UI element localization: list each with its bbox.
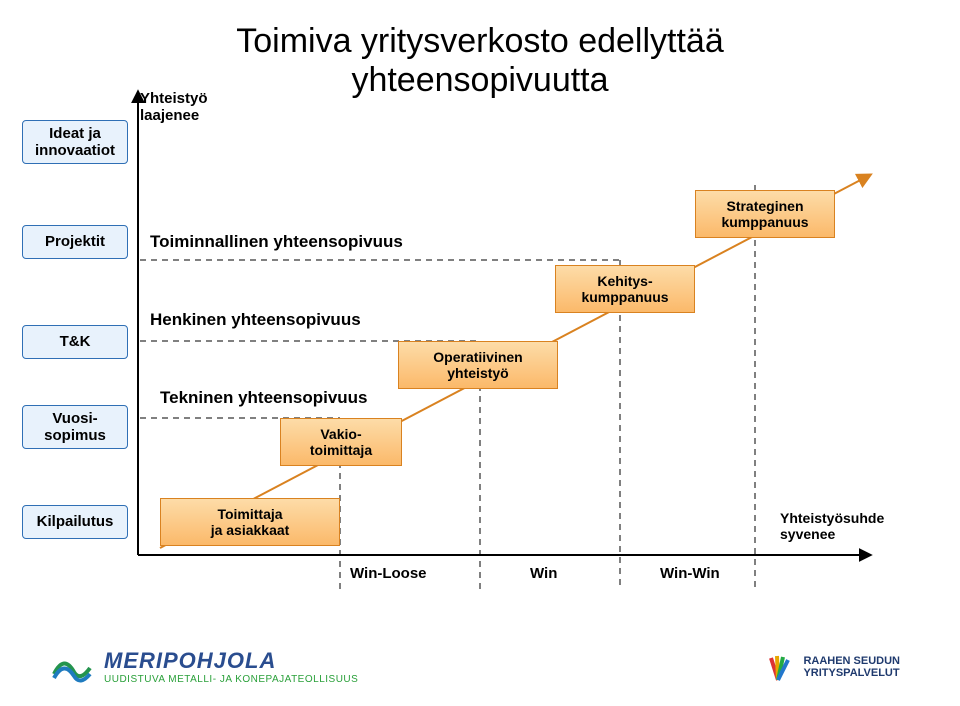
stair-strat: Strateginenkumppanuus xyxy=(695,190,835,238)
footer: MERIPOHJOLA UUDISTUVA METALLI- JA KONEPA… xyxy=(0,616,960,706)
stair-kehit: Kehitys-kumppanuus xyxy=(555,265,695,313)
y-axis-caption-1: Yhteistyö xyxy=(140,90,208,107)
logo-right-2: YRITYSPALVELUT xyxy=(803,667,900,679)
stair-vakio: Vakio-toimittaja xyxy=(280,418,402,466)
x-label-1: Win xyxy=(530,565,557,582)
logo-left-tag: UUDISTUVA METALLI- JA KONEPAJATEOLLISUUS xyxy=(104,674,358,685)
logo-right-1: RAAHEN SEUDUN xyxy=(803,655,900,667)
row-label-2: Tekninen yhteensopivuus xyxy=(160,388,368,408)
logo-left-brand: MERIPOHJOLA xyxy=(104,648,358,674)
title-line2: yhteensopivuutta xyxy=(130,61,830,100)
row-label-0: Toiminnallinen yhteensopivuus xyxy=(150,232,403,252)
x-axis-caption-1: Yhteistyösuhde xyxy=(780,510,884,526)
logo-meripohjola: MERIPOHJOLA UUDISTUVA METALLI- JA KONEPA… xyxy=(50,644,358,688)
x-axis-caption: Yhteistyösuhde syvenee xyxy=(780,510,884,542)
y-box-kilpa: Kilpailutus xyxy=(22,505,128,539)
fan-icon xyxy=(761,650,795,684)
logo-raahe: RAAHEN SEUDUN YRITYSPALVELUT xyxy=(761,650,900,684)
x-label-0: Win-Loose xyxy=(350,565,427,582)
title-line1: Toimiva yritysverkosto edellyttää xyxy=(130,22,830,61)
stair-oper: Operatiivinenyhteistyö xyxy=(398,341,558,389)
y-axis-caption: Yhteistyö laajenee xyxy=(140,90,208,124)
slide-title: Toimiva yritysverkosto edellyttää yhteen… xyxy=(130,22,830,100)
x-label-2: Win-Win xyxy=(660,565,720,582)
wave-icon xyxy=(50,644,94,688)
x-axis-caption-2: syvenee xyxy=(780,526,884,542)
y-axis-caption-2: laajenee xyxy=(140,107,208,124)
y-box-tk: T&K xyxy=(22,325,128,359)
row-label-1: Henkinen yhteensopivuus xyxy=(150,310,361,330)
stair-toimittaja: Toimittajaja asiakkaat xyxy=(160,498,340,546)
y-box-vuosi: Vuosi-sopimus xyxy=(22,405,128,449)
y-box-ideat: Ideat jainnovaatiot xyxy=(22,120,128,164)
y-box-projektit: Projektit xyxy=(22,225,128,259)
